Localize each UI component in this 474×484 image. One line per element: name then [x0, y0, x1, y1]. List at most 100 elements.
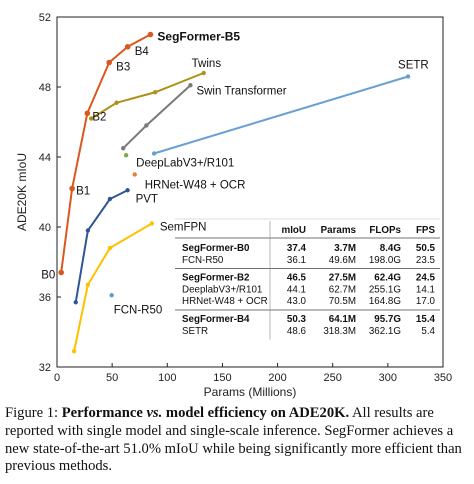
- table-cell-model: FCN-R50: [182, 255, 224, 266]
- table-cell-value: 17.0: [416, 296, 436, 307]
- setr-point: [151, 151, 157, 156]
- point-label-b2: B2: [92, 111, 106, 123]
- table-cell-value: 14.1: [416, 284, 435, 295]
- semfpn-point: [149, 221, 155, 226]
- table-cell-value: 48.6: [287, 326, 307, 337]
- x-tick-label: 100: [158, 372, 176, 384]
- table-cell-value: 8.4G: [380, 243, 402, 254]
- table-cell-value: 50.3: [287, 314, 307, 325]
- series-label-deeplabv3-r101: DeepLabV3+/R101: [136, 157, 234, 169]
- twins-line: [90, 72, 205, 120]
- figure-caption: Figure 1: Performance vs. model efficien…: [5, 405, 467, 476]
- table-cell-value: 5.4: [421, 326, 435, 337]
- table-cell-value: 23.5: [416, 255, 436, 266]
- table-cell-value: 43.0: [287, 296, 307, 307]
- segformer-point: [124, 43, 131, 50]
- fcn-r50-point: [109, 293, 114, 298]
- twins-point: [152, 90, 158, 95]
- chart-point-labels: B0 B1 B2 B3 B4 SegFormer-B5 Twins Swin Transfor…: [41, 30, 429, 317]
- segformer-point: [106, 59, 112, 66]
- table-cell-model: SegFormer-B2: [182, 273, 250, 284]
- series-label-swin-transformer: Swin Transformer: [196, 85, 286, 97]
- table-cell-value: 164.8G: [369, 296, 401, 307]
- swin-transformer-point: [188, 83, 193, 88]
- x-tick-label: 350: [434, 372, 452, 384]
- series-label-twins: Twins: [192, 58, 222, 70]
- chart-series: [58, 31, 411, 354]
- segformer-point: [147, 31, 154, 38]
- segformer-line: [60, 33, 151, 273]
- x-tick-label: 50: [106, 372, 118, 384]
- x-tick-label: 300: [379, 372, 397, 384]
- table-cell-value: 46.5: [287, 273, 307, 284]
- y-tick-label: 48: [39, 82, 51, 94]
- x-tick-label: 250: [324, 372, 342, 384]
- table-cell-value: 3.7M: [334, 243, 356, 254]
- point-label-b0: B0: [41, 270, 55, 282]
- y-tick-label: 52: [39, 12, 51, 24]
- setr-line: [153, 75, 409, 155]
- performance-chart: 0 50 100 150 200 250 300 350 32 36 40 44 48 52 Params …: [15, 12, 452, 399]
- caption-rest: All results are reported with single mod…: [5, 405, 462, 475]
- table-cell-value: 70.5M: [329, 296, 356, 307]
- table-cell-value: 64.1M: [329, 314, 356, 325]
- y-tick-label: 40: [39, 222, 51, 234]
- table-cell-model: SegFormer-B4: [182, 314, 250, 325]
- swin-transformer-point: [144, 123, 149, 128]
- table-cell-model: SETR: [182, 326, 208, 337]
- caption-bold-2: model efficiency on ADE20K.: [162, 405, 350, 421]
- segformer-point: [69, 185, 75, 192]
- caption-prefix: Figure 1:: [5, 405, 62, 421]
- x-tick-label: 150: [213, 372, 231, 384]
- table-cell-value: 62.4G: [374, 273, 401, 284]
- pvt-point: [107, 196, 113, 202]
- pvt-line: [74, 189, 129, 303]
- swin-transformer-line: [122, 84, 192, 149]
- pvt-point: [125, 188, 130, 193]
- y-axis-title: ADE20K mIoU: [15, 153, 29, 231]
- table-cell-value: 44.1: [287, 284, 306, 295]
- x-tick-label: 0: [54, 372, 60, 384]
- table-cell-value: 15.4: [416, 314, 436, 325]
- semfpn-line: [73, 222, 153, 352]
- table-cell-model: SegFormer-B0: [182, 243, 250, 254]
- table-header-cell: FPS: [416, 225, 436, 236]
- table-cell-model: HRNet-W48 + OCR: [182, 296, 268, 307]
- table-cell-value: 318.3M: [323, 326, 356, 337]
- twins-point: [114, 100, 119, 105]
- semfpn-point: [107, 245, 113, 251]
- table-header-cell: FLOPs: [369, 225, 401, 236]
- semfpn-point: [85, 282, 91, 287]
- swin-transformer-point: [120, 146, 126, 151]
- pvt-point: [73, 300, 78, 305]
- series-label-pvt: PVT: [136, 193, 158, 205]
- table-header-cell: mIoU: [282, 225, 307, 236]
- point-label-b1: B1: [76, 186, 90, 198]
- table-cell-value: 24.5: [416, 273, 436, 284]
- plot-frame: [56, 16, 444, 368]
- twins-point: [88, 116, 94, 121]
- series-label-semfpn: SemFPN: [160, 222, 207, 234]
- y-tick-label: 36: [39, 292, 51, 304]
- table-cell-value: 362.1G: [369, 326, 401, 337]
- x-tick-label: 200: [268, 372, 286, 384]
- table-cell-value: 255.1G: [369, 284, 401, 295]
- hrnet-w48-ocr-point: [132, 172, 137, 177]
- deeplabv3-r101-point: [123, 153, 129, 158]
- table-cell-value: 50.5: [416, 243, 436, 254]
- table-cell-value: 49.6M: [329, 255, 356, 266]
- caption-italic: vs.: [146, 405, 163, 421]
- point-label-segformer-b5: SegFormer-B5: [157, 30, 240, 44]
- table-cell-value: 198.0G: [369, 255, 401, 266]
- table-header-cell: Params: [321, 225, 357, 236]
- twins-point: [201, 70, 206, 76]
- table-cell-value: 62.7M: [329, 284, 356, 295]
- y-tick-label: 32: [39, 362, 51, 374]
- segformer-point: [84, 110, 91, 117]
- pvt-point: [85, 228, 91, 233]
- table-cell-value: 95.7G: [374, 314, 401, 325]
- comparison-table: mIoU Params FLOPs FPS SegFormer-B0 37.4 3.7M 8.…: [175, 218, 440, 340]
- point-label-b3: B3: [116, 62, 130, 74]
- table-cell-value: 27.5M: [329, 273, 356, 284]
- point-label-b4: B4: [135, 46, 150, 58]
